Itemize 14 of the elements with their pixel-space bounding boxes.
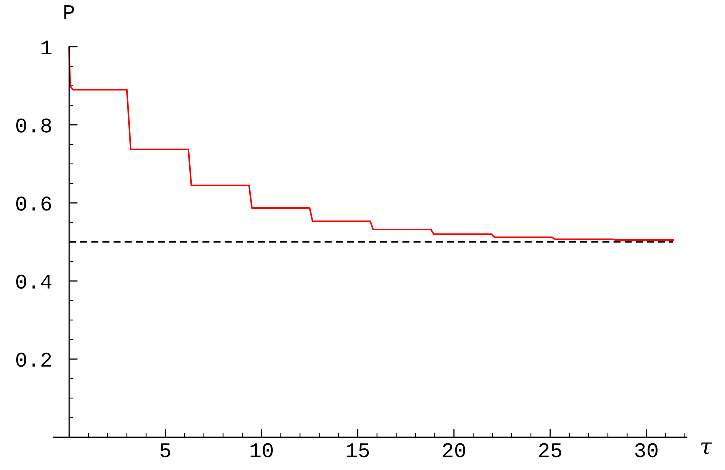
x-tick-label: 20	[443, 443, 466, 458]
line-series	[68, 47, 674, 242]
y-tick-label: 1	[42, 40, 52, 55]
x-tick-label: 30	[635, 443, 658, 458]
y-tick-label: 0.8	[16, 118, 52, 133]
y-tick-label: 0.6	[16, 196, 52, 211]
x-tick-label: 25	[539, 443, 562, 458]
x-axis-title: τ	[701, 442, 712, 454]
y-tick-label: 0.4	[16, 274, 52, 289]
x-tick-label: 5	[160, 444, 171, 458]
x-tick-label: 15	[347, 444, 370, 458]
y-tick-label: 0.2	[16, 352, 52, 368]
y-axis-title: P	[64, 6, 74, 20]
x-tick-label: 10	[250, 443, 274, 458]
